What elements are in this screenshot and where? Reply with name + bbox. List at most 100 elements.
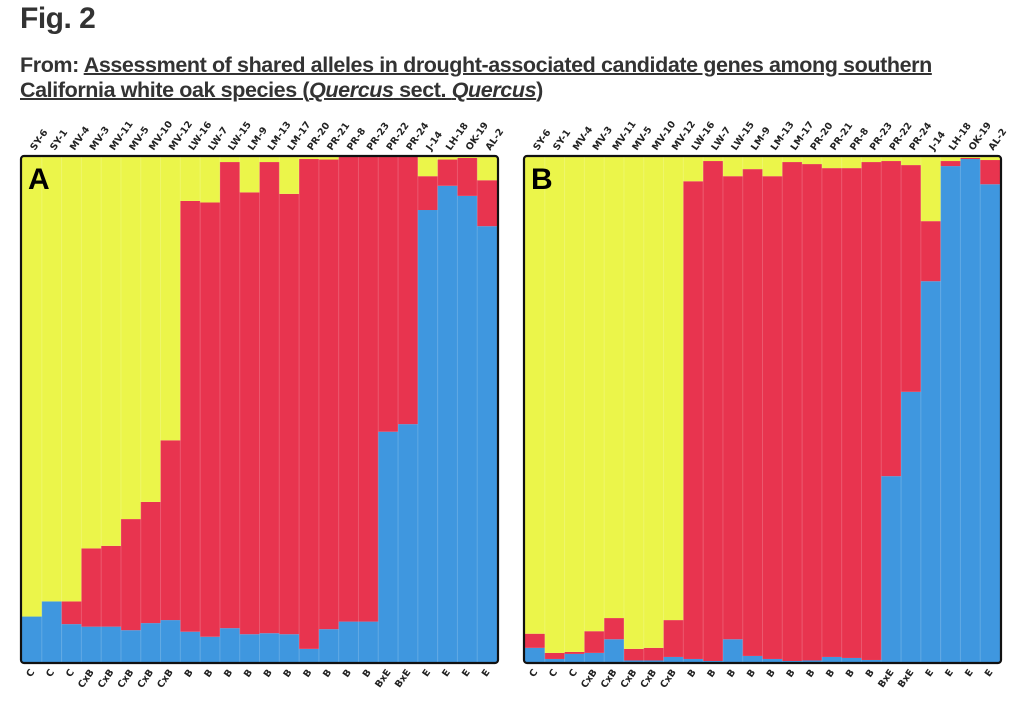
bar-segment-cluster-yellow-mv-12 [160,157,181,441]
bar-segment-cluster-yellow-mv-3 [584,157,605,632]
bar-segment-cluster-blue-sy-1 [544,658,565,662]
bar-segment-cluster-red-pr-21 [318,159,339,630]
bar-segment-cluster-yellow-pr-23 [861,157,882,163]
bar-segment-cluster-yellow-sy-6 [22,157,43,617]
group-label: B [262,667,275,679]
group-label: B [765,667,778,679]
bar-segment-cluster-red-pr-23 [358,157,379,622]
bar-segment-cluster-red-lm-9 [742,169,763,656]
bar-segment-cluster-blue-pr-21 [821,656,842,662]
group-label: CxB [116,667,137,690]
bar-segment-cluster-red-mv-5 [623,648,645,661]
bar-segment-cluster-red-j-14 [920,221,941,282]
bar-segment-cluster-yellow-lm-17 [782,157,803,163]
bar-segment-cluster-red-mv-4 [564,651,585,654]
bar-segment-cluster-blue-sy-1 [41,601,62,662]
bar-segment-cluster-red-ok-19 [457,158,478,196]
bar-segment-cluster-red-mv-4 [61,601,82,625]
bar-segment-cluster-blue-mv-10 [140,623,161,662]
group-label: C [24,667,37,679]
bar-segment-cluster-red-pr-21 [821,168,842,657]
bar-segment-cluster-red-lw-7 [703,161,724,661]
bar-segment-cluster-red-lw-16 [683,181,704,659]
bar-segment-cluster-red-pr-23 [861,162,882,660]
bar-segment-cluster-red-mv-12 [663,620,684,657]
bar-segment-cluster-yellow-pr-20 [802,157,823,165]
bar-segment-cluster-red-pr-24 [901,165,922,392]
bar-segment-cluster-blue-mv-12 [160,620,181,662]
group-label: CxB [599,667,620,690]
group-label: E [963,667,976,679]
bar-segment-cluster-red-lw-16 [180,200,201,632]
bar-segment-cluster-yellow-ok-19 [960,157,981,159]
group-label: B [784,667,797,679]
figure-label: Fig. 2 [20,2,96,35]
group-label: CxB [658,667,679,690]
panel-frame [522,154,1003,665]
bar-segment-cluster-yellow-mv-3 [81,157,102,549]
panel-frame [19,154,500,665]
bar-segment-cluster-yellow-lw-15 [722,157,744,177]
bar-segment-cluster-red-pr-22 [378,157,399,432]
bar-segment-cluster-yellow-lm-9 [239,157,260,193]
bar-segment-cluster-blue-mv-5 [120,630,142,662]
bar-segment-cluster-red-sy-6 [525,633,546,648]
bar-segment-cluster-red-pr-20 [299,159,320,649]
bar-segment-cluster-red-pr-8 [841,168,862,658]
bar-segment-cluster-yellow-lh-18 [940,157,961,162]
bar-segment-cluster-yellow-lm-13 [762,157,783,177]
group-label: B [725,667,738,679]
bar-segment-cluster-yellow-pr-22 [881,157,902,162]
group-label: CxB [76,667,97,690]
group-label: C [547,667,560,679]
individual-label: MV-3 [88,125,112,153]
bar-segment-cluster-blue-pr-23 [358,621,379,662]
bar-segment-cluster-red-mv-3 [584,631,605,653]
group-label: C [527,667,540,679]
panel-letter-a: A [28,163,50,196]
bar-segment-cluster-yellow-lw-16 [683,157,704,182]
bar-segment-cluster-red-mv-12 [160,440,181,621]
bar-segment-cluster-blue-ok-19 [960,159,981,662]
bar-segment-cluster-yellow-sy-6 [525,157,546,634]
bar-segment-cluster-red-sy-1 [544,652,565,659]
bar-segment-cluster-blue-lm-9 [239,634,260,662]
group-label: E [460,667,473,679]
bar-segment-cluster-yellow-j-14 [920,157,941,222]
group-label: BxE [373,667,393,690]
bar-segment-cluster-yellow-pr-24 [901,157,922,166]
group-label: B [242,667,255,679]
bar-segment-cluster-yellow-pr-8 [841,157,862,169]
bar-segment-cluster-yellow-ok-19 [457,157,478,159]
bar-segment-cluster-yellow-pr-20 [299,157,320,160]
bar-segment-cluster-blue-pr-8 [338,621,359,662]
individual-label: MV-3 [591,125,615,153]
bar-segment-cluster-yellow-lm-9 [742,157,763,170]
article-title-link[interactable]: Assessment of shared alleles in drought-… [20,53,932,102]
figure-source-line: From: Assessment of shared alleles in dr… [20,53,980,103]
bar-segment-cluster-red-mv-11 [604,618,625,640]
bar-segment-cluster-blue-pr-24 [901,391,922,662]
bar-segment-cluster-yellow-lh-18 [437,157,458,160]
bar-segment-cluster-yellow-lm-13 [259,157,280,163]
group-label: CxB [579,667,600,690]
bar-segment-cluster-red-lw-15 [219,162,241,629]
bar-segment-cluster-red-pr-8 [338,157,359,622]
bar-segment-cluster-blue-pr-20 [802,660,823,663]
group-label: B [824,667,837,679]
bar-segment-cluster-blue-pr-23 [861,659,882,662]
individual-label: MV-4 [68,124,93,152]
group-label: B [321,667,334,679]
bar-segment-cluster-yellow-mv-11 [101,157,122,546]
bar-segment-cluster-yellow-mv-4 [564,157,585,652]
bar-segment-cluster-yellow-pr-21 [821,157,842,169]
bar-segment-cluster-yellow-sy-1 [41,157,62,602]
bar-segment-cluster-blue-pr-22 [378,431,399,662]
bar-segment-cluster-blue-lw-7 [703,660,724,662]
group-label: B [804,667,817,679]
bar-segment-cluster-red-pr-20 [802,164,823,661]
bar-segment-cluster-blue-lm-9 [742,655,763,662]
individual-label: SY-1 [48,128,70,153]
bar-segment-cluster-red-lh-18 [437,159,458,186]
group-label: CxB [638,667,659,690]
